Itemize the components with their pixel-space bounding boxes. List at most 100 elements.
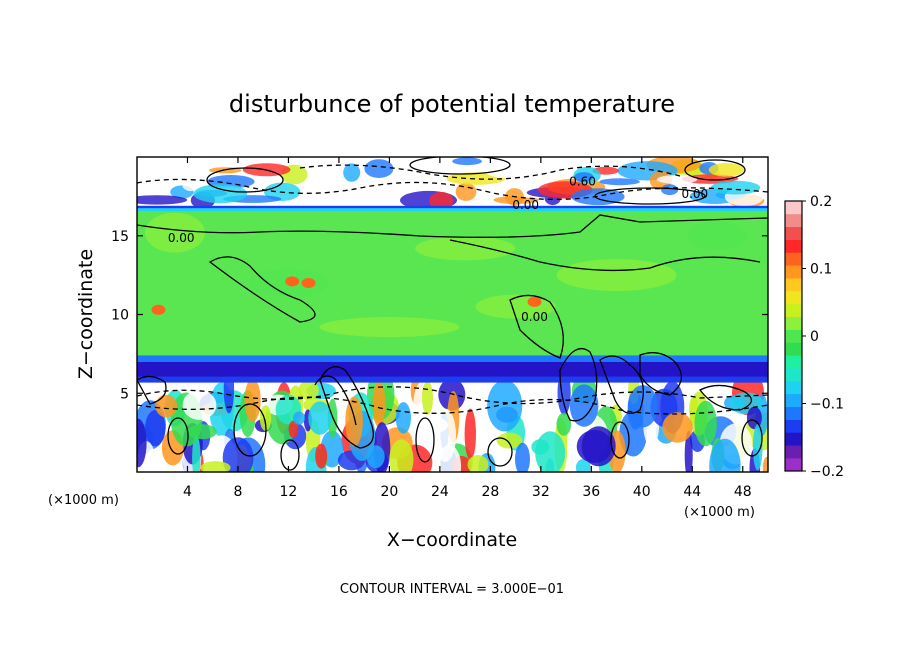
contour-line (137, 386, 768, 405)
field-blob (487, 380, 523, 432)
colorbar-tick-label: 0.2 (810, 194, 832, 210)
field-blob (694, 400, 717, 447)
x-tick-label: 36 (582, 484, 600, 500)
field-blob (762, 456, 768, 472)
field-blob (599, 178, 640, 186)
field-blob (535, 431, 566, 472)
field-blob (422, 381, 433, 415)
field-blob (137, 195, 188, 205)
field-cold-band-edge (137, 376, 768, 383)
contour-line (639, 352, 682, 396)
colorbar-segment (785, 201, 802, 215)
field-blob (569, 384, 599, 427)
field-blob (192, 435, 201, 472)
contour-label: 0.00 (521, 310, 548, 324)
contour-line (299, 164, 681, 180)
field-hotspot (527, 296, 542, 307)
colorbar-segment (785, 329, 802, 343)
field-patch (319, 317, 460, 338)
contour-line (699, 384, 752, 411)
contour-interval-note: CONTOUR INTERVAL = 3.000E−01 (340, 582, 564, 597)
colorbar-segment (785, 265, 802, 279)
colorbar-tick-label: 0.1 (810, 262, 832, 278)
colorbar-segment (785, 278, 802, 292)
field-blob (575, 459, 591, 472)
colorbar-segment (785, 355, 802, 369)
field-blob (434, 408, 456, 462)
contour-line (208, 256, 316, 323)
colorbar-segment (785, 368, 802, 382)
field-blob (293, 411, 305, 425)
field-blob (627, 385, 658, 428)
field-blob (574, 172, 594, 182)
x-tick-label: 32 (532, 484, 550, 500)
field-blob (315, 443, 328, 469)
field-blob (532, 157, 554, 170)
contour-labels: 0.00 0.00 0.60 0.00 0.00 (168, 174, 708, 323)
x-tick-label: 12 (280, 484, 298, 500)
contour-line (415, 417, 435, 463)
y-tick-label: 5 (120, 386, 129, 402)
field-hotspot (151, 304, 166, 315)
field-patch (687, 221, 748, 250)
x-tick-label: 16 (330, 484, 348, 500)
field-hotspot (301, 278, 316, 288)
field-blob (244, 378, 261, 422)
colorbar-segment (785, 381, 802, 395)
x-tick-label: 40 (633, 484, 651, 500)
x-tick-label: 20 (380, 484, 398, 500)
colorbar-segment (785, 419, 802, 433)
field-upper-boundary (137, 208, 768, 212)
colorbar-segment (785, 213, 802, 228)
colorbar-segment (785, 342, 802, 356)
colorbar-segment (785, 316, 802, 330)
field-blob (571, 188, 625, 206)
field-blob (455, 182, 477, 201)
colorbar-segment (785, 291, 802, 305)
field-blob (752, 423, 763, 471)
field-blob (372, 380, 386, 428)
field-blob (484, 160, 534, 179)
colorbar-tick-label: 0 (810, 329, 819, 345)
field-blob (556, 412, 572, 436)
contour-line (319, 366, 374, 449)
contour-label: 0.00 (168, 231, 195, 245)
y-tick-label: 10 (111, 308, 129, 324)
contour-line (167, 417, 189, 455)
field-blob (342, 186, 374, 200)
x-unit-label-right: (×1000 m) (684, 505, 755, 520)
field-blob (515, 442, 530, 472)
colorbar-tick-label: −0.1 (810, 397, 844, 413)
field-blob (298, 380, 319, 401)
colorbar-segment (785, 393, 802, 408)
colorbar-segment (785, 406, 802, 420)
field-blob (710, 180, 761, 195)
field-cold-band (137, 361, 768, 381)
colorbar-segment (785, 458, 802, 472)
contour-line (741, 419, 763, 457)
field-blob (345, 396, 363, 447)
field-blob (288, 420, 299, 438)
contour-line (409, 157, 511, 175)
field-blob (467, 455, 489, 472)
field-patch (144, 212, 205, 253)
colorbar: 0.2 0.1 0 −0.1 −0.2 (784, 194, 844, 480)
field-blob (709, 438, 741, 472)
field-blob (464, 408, 476, 461)
field-blob (222, 437, 254, 472)
contour-line (206, 167, 284, 193)
contour-line (449, 239, 761, 272)
field-hotspot (285, 276, 300, 287)
field-blob (308, 401, 332, 435)
x-unit-label-left: (×1000 m) (48, 493, 119, 508)
contour-label: 0.00 (512, 198, 539, 212)
x-tick-label: 8 (233, 484, 242, 500)
contour-line (594, 187, 706, 205)
colorbar-segment (785, 239, 802, 253)
field-blob (200, 461, 231, 472)
field-blob (182, 390, 217, 420)
x-tick-label: 4 (183, 484, 192, 500)
contour-line (487, 437, 513, 467)
field-blob (708, 163, 745, 177)
